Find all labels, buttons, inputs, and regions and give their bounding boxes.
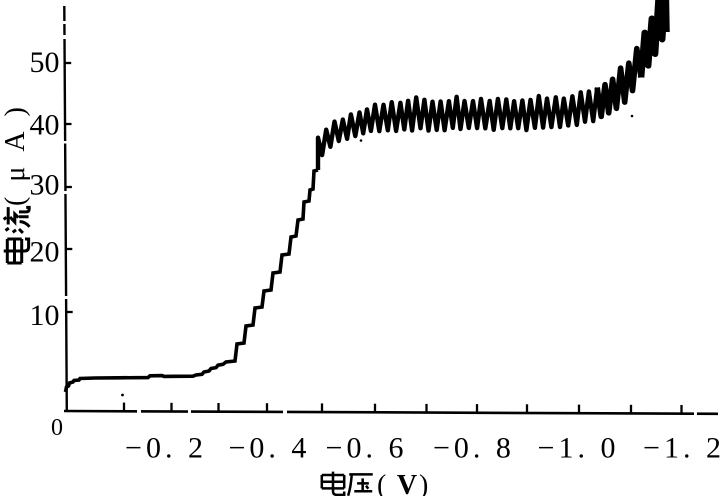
svg-text:30: 30 [30, 169, 60, 202]
svg-text:( V): ( V) [377, 470, 430, 496]
svg-text:50: 50 [30, 46, 60, 79]
svg-text:(μA): (μA) [0, 92, 31, 206]
svg-text:0: 0 [51, 415, 63, 441]
svg-text:20: 20 [30, 236, 60, 269]
svg-text:−1. 2: −1. 2 [643, 432, 720, 465]
svg-text:−1. 0: −1. 0 [538, 432, 620, 465]
svg-text:−0. 6: −0. 6 [326, 432, 408, 465]
svg-text:−0. 4: −0. 4 [228, 432, 310, 465]
svg-text:10: 10 [30, 299, 60, 332]
svg-text:40: 40 [30, 109, 60, 142]
svg-text:−0. 2: −0. 2 [125, 432, 207, 465]
svg-text:−0. 8: −0. 8 [433, 432, 515, 465]
